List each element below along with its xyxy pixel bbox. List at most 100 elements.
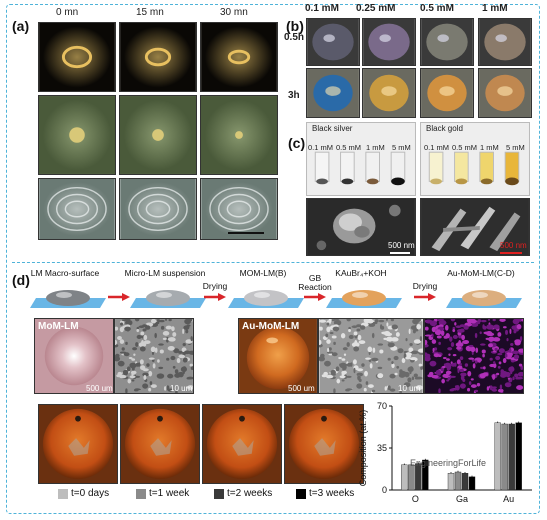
process-step-4-label: Au-MoM-LM(C-D) xyxy=(447,268,515,278)
panel-a-image-r0-c1-graphic xyxy=(120,23,196,91)
process-step-1 xyxy=(124,278,206,310)
silver-vial-label-0: 0.1 mM xyxy=(308,143,334,152)
panel-a-image-r1-c1-graphic xyxy=(120,96,196,174)
black-silver-vials-graphic xyxy=(307,123,415,195)
legend-t0-swatch xyxy=(58,488,68,499)
panel-b-image-r0-c1-graphic xyxy=(363,19,415,65)
panel-a-image-r2-c0-graphic xyxy=(39,179,115,239)
mom-sem-scale: 10 um xyxy=(170,384,193,393)
panel-a-image-r0-c2-graphic xyxy=(201,23,277,91)
panel-a-image-r2-c1 xyxy=(119,178,197,240)
black-gold-vials-graphic xyxy=(421,123,529,195)
chart-bar-Ga-0 xyxy=(447,472,455,491)
legend-t1-swatch xyxy=(136,488,146,499)
chart-bar-O-2 xyxy=(415,463,422,491)
panel-a-image-r1-c0 xyxy=(38,95,116,175)
panel-a-image-r0-c0 xyxy=(38,22,116,92)
time-label-0: 0 mn xyxy=(56,7,79,18)
legend-t1-text: t=1 week xyxy=(149,488,190,499)
panel-a-image-r2-c2 xyxy=(200,178,278,240)
stability-photo-3-graphic xyxy=(285,405,363,483)
time-label-1: 15 mn xyxy=(136,7,164,18)
mom-lm-label: MoM-LM xyxy=(38,321,79,332)
chart-bar-Au-1 xyxy=(501,423,508,491)
stability-photo-1-graphic xyxy=(121,405,199,483)
chart-bar-Ga-1 xyxy=(454,471,462,491)
au-mom-lm-photo-graphic xyxy=(239,319,317,393)
panel-b-image-r0-c3-graphic xyxy=(479,19,531,65)
panel-d-label: (d) xyxy=(12,272,30,288)
panel-b-image-r1-c3 xyxy=(478,68,532,118)
mom-lm-sem xyxy=(114,318,194,394)
chart-bar-Au-0 xyxy=(494,422,501,491)
panel-b-image-r1-c1 xyxy=(362,68,416,118)
panel-b-label: (b) xyxy=(286,18,304,34)
process-arrow-1 xyxy=(204,293,226,301)
silver-vial-label-2: 1 mM xyxy=(366,143,385,152)
stability-photo-2-graphic xyxy=(203,405,281,483)
process-arrow-2-label: GB Reaction xyxy=(298,273,332,292)
panel-b-image-r1-c0 xyxy=(306,68,360,118)
panel-c-label: (c) xyxy=(288,135,306,151)
mom-lm-photo xyxy=(34,318,114,394)
panel-a-image-r2-c2-graphic xyxy=(201,179,277,239)
row-label-0: 0.5h xyxy=(284,32,305,43)
process-step-1-label: Micro-LM suspension xyxy=(124,268,206,278)
chart-ytick-label-0: 0 xyxy=(382,485,387,495)
conc-label-3: 1 mM xyxy=(482,3,508,14)
legend-t0: t=0 days xyxy=(58,488,109,499)
stability-photo-0 xyxy=(38,404,118,484)
silver-vial-label-3: 5 mM xyxy=(392,143,411,152)
process-arrow-3-label: Drying xyxy=(412,281,438,291)
mom-lm-photo-graphic xyxy=(35,319,113,393)
panel-a-image-r0-c2 xyxy=(200,22,278,92)
process-step-4 xyxy=(440,278,522,310)
row-label-1: 3h xyxy=(288,90,300,101)
black-silver-sem-image xyxy=(306,198,416,256)
process-step-3-graphic xyxy=(326,290,402,308)
mom-lm-sem-graphic xyxy=(115,319,193,393)
process-step-0 xyxy=(24,278,106,310)
legend-t3-swatch xyxy=(296,488,306,499)
panel-b-image-r1-c2 xyxy=(420,68,474,118)
chart-bar-Au-2 xyxy=(508,423,515,491)
panel-a-scale-bar xyxy=(228,232,264,234)
stability-photo-0-graphic xyxy=(39,405,117,483)
sem-scale-right: 500 nm xyxy=(500,241,527,250)
legend-t3: t=3 weeks xyxy=(296,488,354,499)
black-silver-title: Black silver xyxy=(312,124,353,133)
chart-ytick-label-35: 35 xyxy=(377,443,387,453)
chart-xtick-label-Au: Au xyxy=(503,494,514,504)
black-silver-sem-graphic xyxy=(307,199,415,255)
conc-label-2: 0.5 mM xyxy=(420,3,454,14)
legend-t2-swatch xyxy=(214,488,224,499)
panel-b-image-r1-c1-graphic xyxy=(363,69,415,117)
panel-b-image-r0-c1 xyxy=(362,18,416,66)
panel-a-image-r2-c1-graphic xyxy=(120,179,196,239)
sem-scale-bar-right xyxy=(500,252,522,254)
panel-a-image-r0-c0-graphic xyxy=(39,23,115,91)
panel-b-image-r0-c0-graphic xyxy=(307,19,359,65)
process-arrow-1-label: Drying xyxy=(202,281,228,291)
au-sem-scale: 10 um xyxy=(398,384,421,393)
gold-vial-label-1: 0.5 mM xyxy=(452,143,478,152)
au-photo-scale: 500 um xyxy=(288,384,315,393)
au-mom-lm-label: Au-MoM-LM xyxy=(242,321,300,332)
conc-label-0: 0.1 mM xyxy=(305,3,339,14)
gold-vial-label-0: 0.1 mM xyxy=(424,143,450,152)
legend-t3-text: t=3 weeks xyxy=(309,488,355,499)
panel-a-image-r1-c2-graphic xyxy=(201,96,277,174)
section-divider xyxy=(12,262,534,263)
sem-scale-bar-left xyxy=(390,252,410,254)
panel-b-image-r1-c3-graphic xyxy=(479,69,531,117)
figure-frame xyxy=(6,4,540,514)
black-silver-vials-photo xyxy=(306,122,416,196)
chart-bar-Ga-3 xyxy=(468,476,476,491)
process-step-1-graphic xyxy=(130,290,206,308)
conc-label-1: 0.25 mM xyxy=(356,3,396,14)
process-step-0-graphic xyxy=(30,290,106,308)
panel-b-image-r0-c3 xyxy=(478,18,532,66)
silver-vial-label-1: 0.5 mM xyxy=(336,143,362,152)
process-arrow-0 xyxy=(108,293,130,301)
panel-a-label: (a) xyxy=(12,18,30,34)
